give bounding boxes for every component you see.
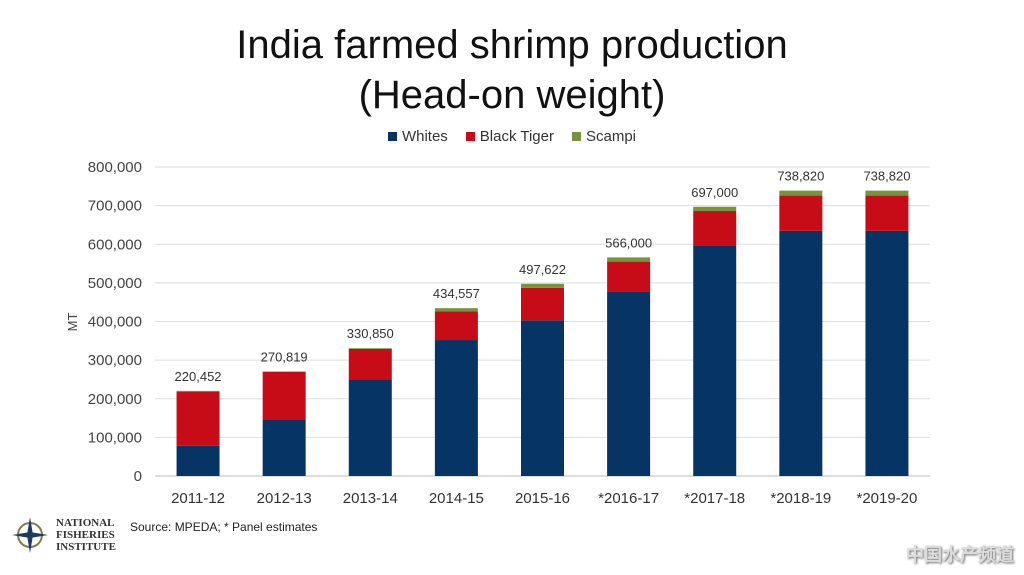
- total-data-label: 738,820: [863, 169, 910, 184]
- logo-line: NATIONAL: [56, 517, 115, 529]
- bar-black-tiger: [779, 195, 823, 231]
- x-tick-label: *2018-19: [770, 490, 831, 507]
- total-data-label: 270,819: [261, 349, 308, 364]
- bar-scampi: [779, 190, 823, 196]
- source-note: Source: MPEDA; * Panel estimates: [130, 520, 318, 534]
- nfi-logo: NATIONAL FISHERIES INSTITUTE: [10, 515, 116, 555]
- bar-whites: [434, 340, 478, 476]
- bar-black-tiger: [434, 311, 478, 341]
- bar-black-tiger: [693, 211, 737, 246]
- bar-scampi: [693, 206, 737, 212]
- x-tick-label: 2014-15: [429, 490, 484, 507]
- y-tick-label: 200,000: [88, 391, 142, 408]
- bar-whites: [348, 379, 392, 476]
- x-tick-label: 2013-14: [343, 490, 398, 507]
- bar-whites: [607, 291, 651, 476]
- x-tick-label: *2016-17: [598, 490, 659, 507]
- bar-scampi: [865, 190, 909, 196]
- bar-black-tiger: [348, 348, 392, 380]
- bar-scampi: [607, 257, 651, 262]
- total-data-label: 566,000: [605, 235, 652, 250]
- total-data-label: 220,452: [175, 369, 222, 384]
- logo-line: FISHERIES: [56, 529, 115, 541]
- y-axis-label: MT: [65, 313, 80, 332]
- total-data-label: 497,622: [519, 262, 566, 277]
- legend-label: Whites: [401, 128, 448, 145]
- chart-subtitle: (Head-on weight): [358, 73, 666, 117]
- total-data-label: 330,850: [347, 326, 394, 341]
- y-tick-label: 400,000: [88, 314, 142, 331]
- y-tick-label: 300,000: [88, 352, 142, 369]
- x-tick-label: 2015-16: [515, 490, 570, 507]
- logo-line: INSTITUTE: [56, 541, 116, 553]
- bar-black-tiger: [262, 371, 306, 420]
- bar-black-tiger: [607, 261, 651, 292]
- y-tick-label: 700,000: [88, 198, 142, 215]
- bar-whites: [865, 230, 909, 476]
- total-data-label: 434,557: [433, 286, 480, 301]
- x-tick-label: 2012-13: [257, 490, 312, 507]
- chart-title: India farmed shrimp production: [236, 23, 788, 67]
- bar-whites: [693, 245, 737, 476]
- bar-whites: [521, 320, 564, 476]
- bar-scampi: [521, 283, 564, 288]
- legend-item-scampi: Scampi: [572, 128, 636, 145]
- legend: Whites Black Tiger Scampi: [0, 128, 1024, 145]
- bar-whites: [262, 419, 306, 476]
- legend-item-whites: Whites: [387, 128, 448, 145]
- bar-black-tiger: [865, 195, 909, 231]
- legend-label: Black Tiger: [479, 128, 554, 145]
- bar-scampi: [348, 348, 392, 349]
- y-tick-label: 100,000: [88, 429, 142, 446]
- compass-icon: [12, 517, 48, 553]
- bar-scampi: [176, 390, 220, 392]
- x-tick-label: *2017-18: [684, 490, 745, 507]
- bar-whites: [176, 445, 220, 476]
- bar-black-tiger: [521, 287, 564, 321]
- y-tick-label: 0: [134, 468, 142, 485]
- x-tick-label: 2011-12: [171, 490, 225, 507]
- y-tick-label: 600,000: [88, 236, 142, 253]
- bar-scampi: [434, 308, 478, 312]
- legend-item-black-tiger: Black Tiger: [465, 128, 554, 145]
- x-tick-label: *2019-20: [856, 490, 917, 507]
- y-tick-label: 800,000: [88, 159, 142, 176]
- watermark: 中国水产频道: [906, 545, 1014, 565]
- bar-whites: [779, 230, 823, 476]
- total-data-label: 697,000: [691, 185, 738, 200]
- total-data-label: 738,820: [777, 169, 824, 184]
- y-tick-label: 500,000: [88, 275, 142, 292]
- legend-label: Scampi: [586, 128, 637, 145]
- bar-black-tiger: [176, 391, 220, 446]
